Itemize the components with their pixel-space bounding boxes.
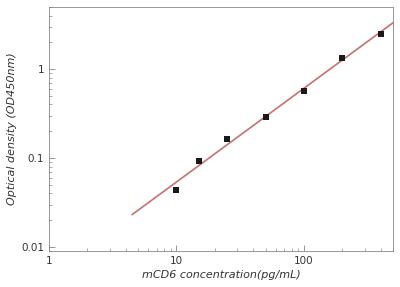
Point — [378, 31, 384, 36]
X-axis label: mCD6 concentration(pg/mL): mCD6 concentration(pg/mL) — [142, 270, 300, 280]
Point — [224, 136, 230, 141]
Point — [173, 187, 180, 192]
Y-axis label: Optical density (OD450nm): Optical density (OD450nm) — [7, 53, 17, 205]
Point — [339, 55, 346, 60]
Point — [262, 115, 269, 119]
Point — [301, 89, 307, 94]
Point — [196, 158, 202, 163]
